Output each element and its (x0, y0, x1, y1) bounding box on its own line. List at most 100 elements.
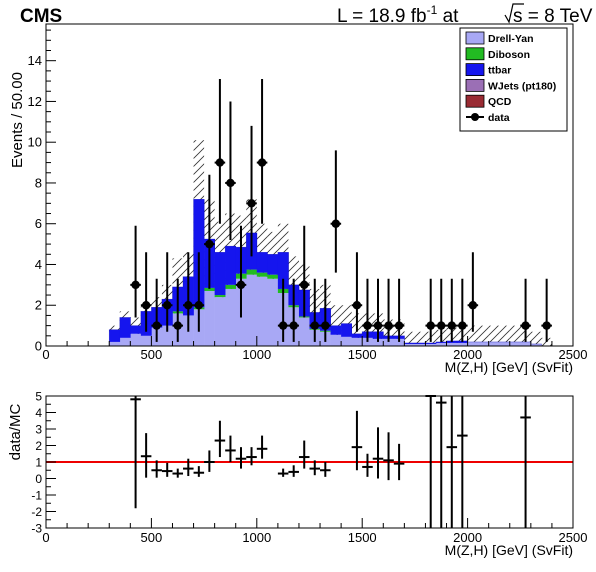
y-tick-label: 6 (35, 216, 42, 231)
bar-drell-yan (457, 342, 468, 346)
data-point (205, 239, 214, 249)
bar-drell-yan (298, 317, 310, 346)
lumi-exponent: -1 (427, 3, 438, 17)
bar-diboson (256, 272, 268, 277)
bar-diboson (267, 274, 279, 279)
bar-drell-yan (161, 325, 173, 346)
y-tick-label: 2 (35, 439, 42, 453)
legend-entry-label: Drell-Yan (488, 33, 534, 45)
x-tick-label: 0 (42, 530, 49, 545)
bar-diboson (246, 269, 258, 275)
y-tick-label: 12 (28, 94, 42, 109)
ratio-points (130, 395, 531, 528)
bar-ttbar (351, 333, 363, 338)
lumi-prefix: L = 18.9 fb (337, 6, 427, 27)
ratio-y-axis: -3 -2 -1 0 1 2 3 4 5 (31, 390, 56, 536)
bar-drell-yan (446, 342, 458, 346)
uncertainty-bin (341, 305, 352, 336)
uncertainty-bin (530, 331, 542, 345)
uncertainty-bin (509, 325, 521, 344)
data-point (426, 321, 435, 330)
legend-entry-label: WJets (pt180) (488, 80, 556, 92)
bar-ttbar (330, 325, 342, 335)
data-point (437, 321, 446, 330)
data-point (310, 321, 319, 330)
bar-ttbar (414, 342, 426, 344)
bar-drell-yan (435, 342, 447, 346)
data-point (363, 321, 372, 330)
ratio-x-axis-title: M(Z,H) [GeV] (SvFit) (445, 542, 573, 558)
bar-diboson (214, 295, 226, 298)
legend-swatch (465, 31, 485, 45)
bar-drell-yan (478, 341, 489, 346)
lumi-suffix: = 8 TeV (523, 6, 593, 27)
bar-drell-yan (383, 338, 395, 346)
x-tick-label: 500 (141, 530, 163, 545)
bar-drell-yan (330, 334, 342, 346)
data-point (236, 280, 246, 290)
data-points (130, 79, 552, 342)
data-point (447, 321, 456, 330)
legend-entry-label: data (488, 112, 510, 124)
bar-diboson (204, 287, 215, 291)
legend-swatch (465, 63, 485, 76)
data-point (247, 199, 256, 208)
sqrt-s: s (513, 6, 523, 27)
data-point (384, 321, 393, 330)
x-tick-label: 2500 (559, 530, 588, 545)
y-tick-label: -1 (31, 489, 42, 503)
legend-data-marker (471, 113, 479, 121)
x-tick-label: 1500 (348, 530, 377, 545)
uncertainty-bin (330, 305, 342, 336)
bar-ttbar (341, 323, 352, 337)
bar-drell-yan (246, 274, 258, 346)
bar-drell-yan (509, 341, 521, 346)
y-tick-label: 3 (35, 423, 42, 437)
main-x-axis: 0 500 1000 1500 2000 2500 (42, 336, 587, 362)
data-point (300, 280, 309, 290)
x-tick-label: 2000 (453, 530, 482, 545)
bar-drell-yan (214, 297, 226, 346)
legend-swatch (465, 47, 485, 61)
y-tick-label: 0 (35, 472, 42, 486)
uncertainty-bin (478, 325, 489, 344)
bar-drell-yan (204, 290, 215, 346)
data-point (152, 321, 161, 330)
data-point (163, 301, 172, 310)
bar-drell-yan (225, 288, 237, 346)
uncertainty-bin (414, 331, 426, 345)
bar-drell-yan (362, 337, 374, 346)
bar-drell-yan (425, 343, 437, 346)
bar-ttbar (109, 329, 121, 342)
uncertainty-bin (541, 337, 552, 346)
data-point (215, 158, 225, 167)
experiment-label: CMS (20, 6, 62, 27)
legend-swatch (465, 94, 485, 108)
bar-ttbar (435, 341, 447, 343)
bar-drell-yan (267, 278, 279, 346)
y-tick-label: 14 (28, 53, 42, 68)
bar-drell-yan (467, 341, 479, 346)
y-tick-label: 2 (35, 298, 42, 313)
ratio-x-axis: 0 500 1000 1500 2000 2500 (42, 518, 587, 545)
y-tick-label: 0 (35, 339, 42, 354)
data-point (373, 321, 383, 330)
main-x-axis-title: M(Z,H) [GeV] (SvFit) (445, 359, 573, 375)
data-point (331, 219, 341, 228)
bar-ttbar (277, 252, 289, 289)
bar-drell-yan (119, 337, 131, 346)
bar-ttbar (267, 254, 279, 275)
data-point (257, 158, 267, 167)
data-point (278, 321, 288, 330)
bar-diboson (225, 284, 237, 289)
svg-text:s = 8 TeV: s = 8 TeV (513, 6, 593, 27)
y-tick-label: -3 (31, 522, 42, 536)
data-point (458, 321, 467, 330)
main-y-axis-title: Events / 50.00 (9, 72, 26, 168)
bar-drell-yan (372, 338, 384, 346)
data-point (321, 321, 330, 330)
data-point (394, 321, 404, 330)
bar-ttbar (256, 252, 268, 273)
ratio-y-axis-title: data/MC (7, 403, 24, 460)
